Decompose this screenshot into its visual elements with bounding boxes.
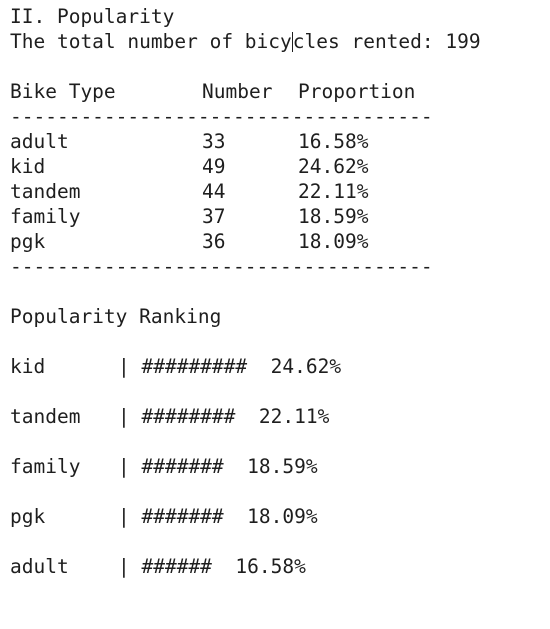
ranking-title: Popularity Ranking xyxy=(10,305,222,328)
row-bike-type: family xyxy=(10,205,81,228)
section-title: II. Popularity xyxy=(10,5,175,28)
table-rule-top: ------------------------------------ xyxy=(10,105,433,128)
row-bike-type: tandem xyxy=(10,180,81,203)
row-proportion: 22.11% xyxy=(298,180,369,203)
table-header-row: Bike Type Number Proportion xyxy=(10,79,415,104)
row-number: 49 xyxy=(202,155,226,178)
ranking-item: adult | ###### 16.58% xyxy=(10,554,306,579)
row-number: 36 xyxy=(202,230,226,253)
ranking-item-bar: | ###### 16.58% xyxy=(118,555,306,578)
table-row: pgk 36 18.09% xyxy=(10,229,368,254)
row-bike-type: adult xyxy=(10,130,69,153)
row-proportion: 16.58% xyxy=(298,130,369,153)
row-number: 44 xyxy=(202,180,226,203)
ranking-item: tandem | ######## 22.11% xyxy=(10,404,329,429)
table-row: tandem 44 22.11% xyxy=(10,179,368,204)
ranking-item: pgk | ####### 18.09% xyxy=(10,504,318,529)
row-proportion: 24.62% xyxy=(298,155,369,178)
text-cursor xyxy=(291,32,293,52)
row-bike-type: pgk xyxy=(10,230,46,253)
table-row: family 37 18.59% xyxy=(10,204,368,229)
header-bike-type: Bike Type xyxy=(10,80,116,103)
ranking-item-bar: | ####### 18.09% xyxy=(118,505,318,528)
row-proportion: 18.59% xyxy=(298,205,369,228)
ranking-item-name: adult xyxy=(10,555,69,578)
ranking-item-bar: | ######## 22.11% xyxy=(118,405,330,428)
table-rule-bottom: ------------------------------------ xyxy=(10,255,433,278)
row-number: 37 xyxy=(202,205,226,228)
table-row: kid 49 24.62% xyxy=(10,154,368,179)
row-proportion: 18.09% xyxy=(298,230,369,253)
header-number: Number xyxy=(202,80,273,103)
ranking-item: kid | ######### 24.62% xyxy=(10,354,341,379)
row-number: 33 xyxy=(202,130,226,153)
total-rented-line[interactable]: The total number of bicycles rented: 199 xyxy=(10,29,481,54)
row-bike-type: kid xyxy=(10,155,46,178)
ranking-item-name: pgk xyxy=(10,505,46,528)
header-proportion: Proportion xyxy=(298,80,416,103)
table-row: adult 33 16.58% xyxy=(10,129,368,154)
total-label-end: cles rented: 199 xyxy=(292,30,481,53)
ranking-item-bar: | ####### 18.59% xyxy=(118,455,318,478)
ranking-item-name: kid xyxy=(10,355,46,378)
total-label-start: The total number of bicy xyxy=(10,30,292,53)
ranking-item-name: tandem xyxy=(10,405,81,428)
ranking-item-bar: | ######### 24.62% xyxy=(118,355,342,378)
ranking-item: family | ####### 18.59% xyxy=(10,454,318,479)
ranking-item-name: family xyxy=(10,455,81,478)
